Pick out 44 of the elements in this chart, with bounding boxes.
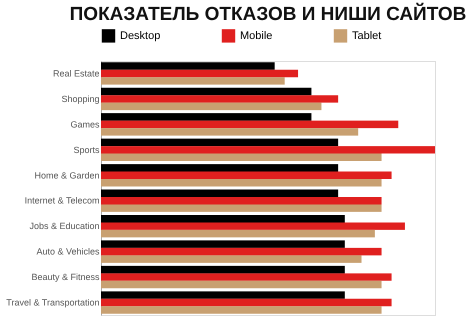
bar <box>101 255 362 263</box>
y-tick-label: Real Estate <box>52 68 100 78</box>
y-tick-label: Home & Garden <box>34 170 100 180</box>
y-tick-label: Beauty & Fitness <box>31 272 100 282</box>
bar <box>101 102 322 110</box>
bar <box>101 179 382 186</box>
bar <box>101 248 382 256</box>
bar <box>101 164 338 172</box>
bar <box>101 266 345 274</box>
y-tick-label: Travel & Transportation <box>6 298 100 308</box>
bar <box>101 146 435 154</box>
legend-label: Desktop <box>120 30 160 42</box>
y-tick-label: Auto & Vehicles <box>36 246 100 257</box>
bar <box>101 120 398 128</box>
legend-label: Tablet <box>352 30 382 42</box>
y-tick-label: Internet & Telecom <box>24 196 100 206</box>
bar <box>101 214 345 222</box>
y-tick-label: Games <box>70 119 100 130</box>
bar <box>101 62 275 70</box>
bar <box>101 240 345 248</box>
bar <box>101 88 312 96</box>
y-tick-label: Shopping <box>61 94 100 104</box>
bar <box>101 190 338 197</box>
bar <box>101 70 298 78</box>
bar <box>101 204 382 212</box>
bar <box>101 280 382 288</box>
bar <box>101 77 285 85</box>
bar <box>101 128 358 136</box>
bar <box>101 222 405 230</box>
bar <box>101 172 392 180</box>
chart-title: ПОКАЗАТЕЛЬ ОТКАЗОВ И НИШИ САЙТОВ <box>70 2 466 25</box>
bar <box>101 113 312 121</box>
bar <box>101 291 345 299</box>
y-tick-label: Sports <box>73 144 100 155</box>
bar <box>101 196 382 204</box>
legend-label: Mobile <box>240 30 272 42</box>
y-tick-label: Jobs & Education <box>29 221 100 232</box>
bar <box>101 95 338 103</box>
bar <box>101 138 338 146</box>
bar <box>101 230 375 238</box>
bar <box>101 306 382 314</box>
bar <box>101 298 392 306</box>
bar <box>101 154 382 162</box>
bar <box>101 273 392 281</box>
